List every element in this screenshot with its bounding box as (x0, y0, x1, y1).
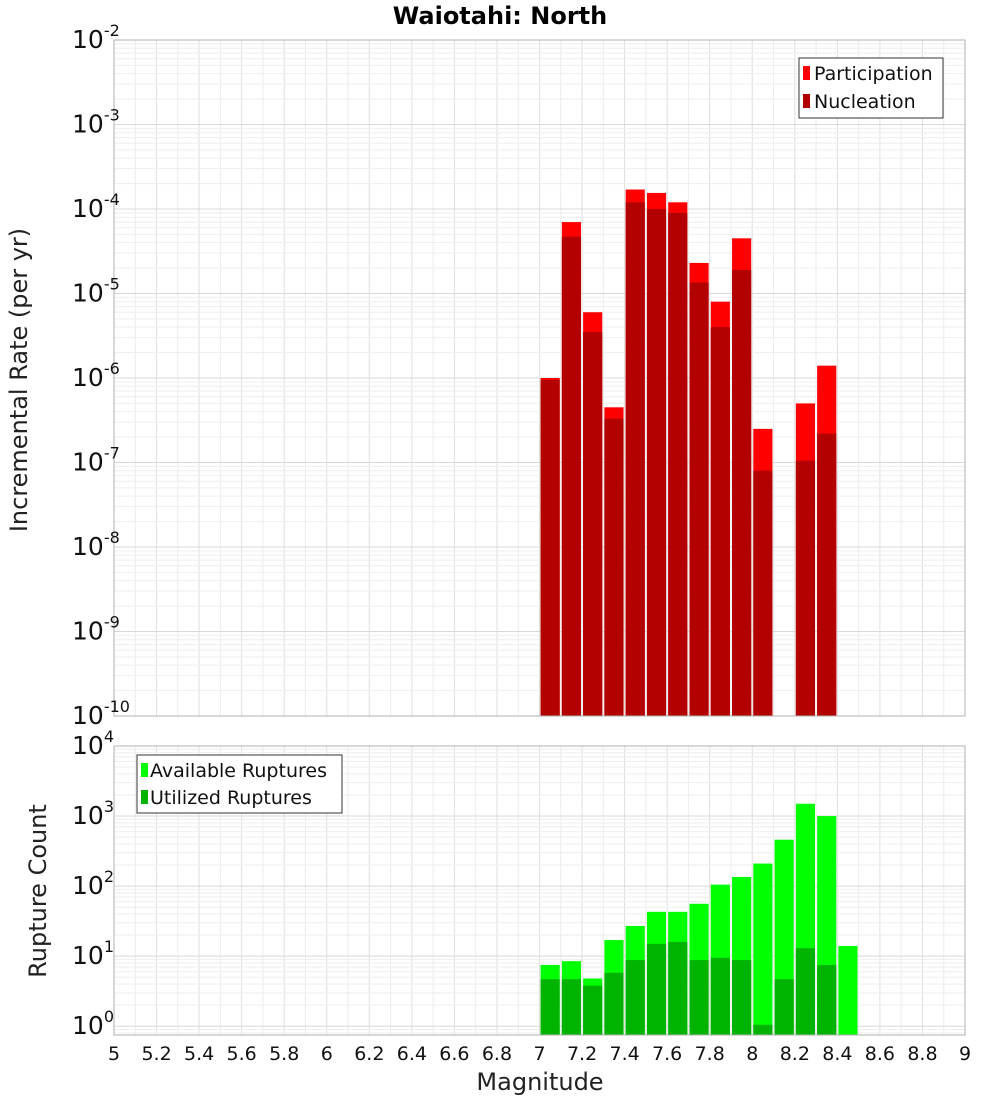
y-tick-label: 104 (72, 727, 114, 760)
y-tick-label: 102 (72, 867, 114, 900)
count-bar-b (689, 960, 709, 1035)
x-tick-label: 8 (746, 1043, 758, 1065)
bottom-y-axis-label: Rupture Count (24, 804, 52, 978)
count-bar-b (583, 985, 603, 1035)
count-bar-b (540, 979, 560, 1035)
x-tick-label: 8.2 (780, 1043, 810, 1065)
y-tick-label: 10-6 (72, 359, 120, 392)
top-grid (113, 39, 966, 717)
x-tick-label: 5.2 (141, 1043, 171, 1065)
y-tick-label: 10-3 (72, 106, 120, 139)
rate-bar-b (753, 470, 773, 716)
y-tick-label: 10-4 (72, 190, 120, 223)
x-tick-label: 7.2 (567, 1043, 597, 1065)
count-bar-b (604, 972, 624, 1035)
x-tick-label: 7 (533, 1043, 545, 1065)
y-tick-label: 10-5 (72, 275, 120, 308)
legend-swatch-nucleation (803, 94, 810, 108)
x-tick-label: 7.8 (695, 1043, 725, 1065)
x-tick-label: 5 (108, 1043, 120, 1065)
count-bar-b (774, 979, 794, 1035)
x-tick-label: 6.8 (482, 1043, 512, 1065)
count-bar-b (625, 960, 645, 1035)
top-y-tick-labels: 10-10 10-9 10-8 10-7 10-6 10-5 10-4 10-3 10-2 (72, 21, 130, 730)
legend-swatch-available (141, 763, 148, 777)
rate-bar-b (583, 332, 603, 716)
top-plot-frame (113, 39, 966, 717)
rate-bar-b (710, 327, 730, 716)
count-bar-b (561, 979, 581, 1035)
count-bar-b (817, 964, 837, 1035)
y-tick-label: 10-7 (72, 444, 120, 477)
x-tick-label: 8.6 (865, 1043, 895, 1065)
x-tick-label: 5.4 (184, 1043, 214, 1065)
rate-bar-b (668, 212, 688, 716)
x-tick-label: 5.6 (227, 1043, 257, 1065)
chart-title: Waiotahi: North (393, 2, 607, 30)
y-tick-label: 103 (72, 797, 114, 830)
x-tick-label: 9 (959, 1043, 971, 1065)
x-tick-label: 6.4 (397, 1043, 427, 1065)
x-axis-label: Magnitude (476, 1068, 603, 1096)
y-tick-label: 10-8 (72, 528, 120, 561)
y-tick-label: 10-9 (72, 613, 120, 646)
rate-bar-b (561, 236, 581, 716)
y-tick-label: 10-10 (72, 697, 130, 730)
y-tick-label: 10-2 (72, 21, 120, 54)
legend-swatch-utilized (141, 790, 148, 804)
x-tick-label: 7.6 (652, 1043, 682, 1065)
top-y-axis-label: Incremental Rate (per yr) (5, 228, 33, 532)
count-bar-b (795, 948, 816, 1035)
x-tick-label: 5.8 (269, 1043, 299, 1065)
count-bar-b (710, 957, 730, 1035)
top-bars (540, 189, 837, 717)
rate-bar-b (540, 379, 560, 716)
rate-bar-b (646, 209, 667, 716)
x-tick-label: 8.8 (907, 1043, 937, 1065)
count-bar-b (668, 941, 688, 1035)
bottom-legend-box (136, 754, 343, 814)
top-plot: 10-10 10-9 10-8 10-7 10-6 10-5 10-4 10-3 10-2 In… (5, 21, 966, 730)
x-tick-labels: 5 5.2 5.4 5.6 5.8 6 6.2 6.4 6.6 6.8 7 7.2 7.4 7.6 7.8 8… (108, 1043, 971, 1065)
count-bar-b (753, 1024, 773, 1035)
rate-bar-b (625, 202, 645, 716)
x-tick-label: 7.4 (609, 1043, 639, 1065)
legend-label-utilized: Utilized Ruptures (150, 787, 312, 809)
rate-bar-b (604, 418, 624, 716)
y-tick-label: 100 (72, 1007, 114, 1040)
bottom-y-tick-labels: 100 101 102 103 104 (72, 727, 114, 1040)
count-bar-a (753, 863, 773, 1035)
x-tick-label: 6.2 (354, 1043, 384, 1065)
count-bar-a (838, 945, 858, 1035)
bottom-plot-frame (113, 745, 966, 1036)
count-bar-b (646, 943, 667, 1035)
x-tick-label: 8.4 (822, 1043, 852, 1065)
x-tick-label: 6.6 (439, 1043, 469, 1065)
top-legend: Participation Nucleation (798, 57, 944, 119)
count-bar-b (732, 960, 752, 1035)
y-tick-label: 101 (72, 937, 114, 970)
legend-label-nucleation: Nucleation (814, 91, 916, 113)
rate-bar-b (817, 433, 837, 716)
rate-bar-b (795, 460, 816, 716)
x-tick-label: 6 (321, 1043, 333, 1065)
rate-bar-b (689, 282, 709, 716)
rate-bar-b (732, 269, 752, 716)
bottom-plot: 100 101 102 103 104 5 5.2 5.4 5.6 5.8 6 6.2 6.4 6.6 6… (24, 727, 971, 1096)
bottom-bars (540, 803, 858, 1035)
legend-label-participation: Participation (814, 63, 933, 85)
bottom-legend: Available Ruptures Utilized Ruptures (136, 754, 343, 814)
legend-label-available: Available Ruptures (150, 760, 327, 782)
legend-swatch-participation (803, 66, 810, 80)
top-legend-box (798, 57, 944, 119)
